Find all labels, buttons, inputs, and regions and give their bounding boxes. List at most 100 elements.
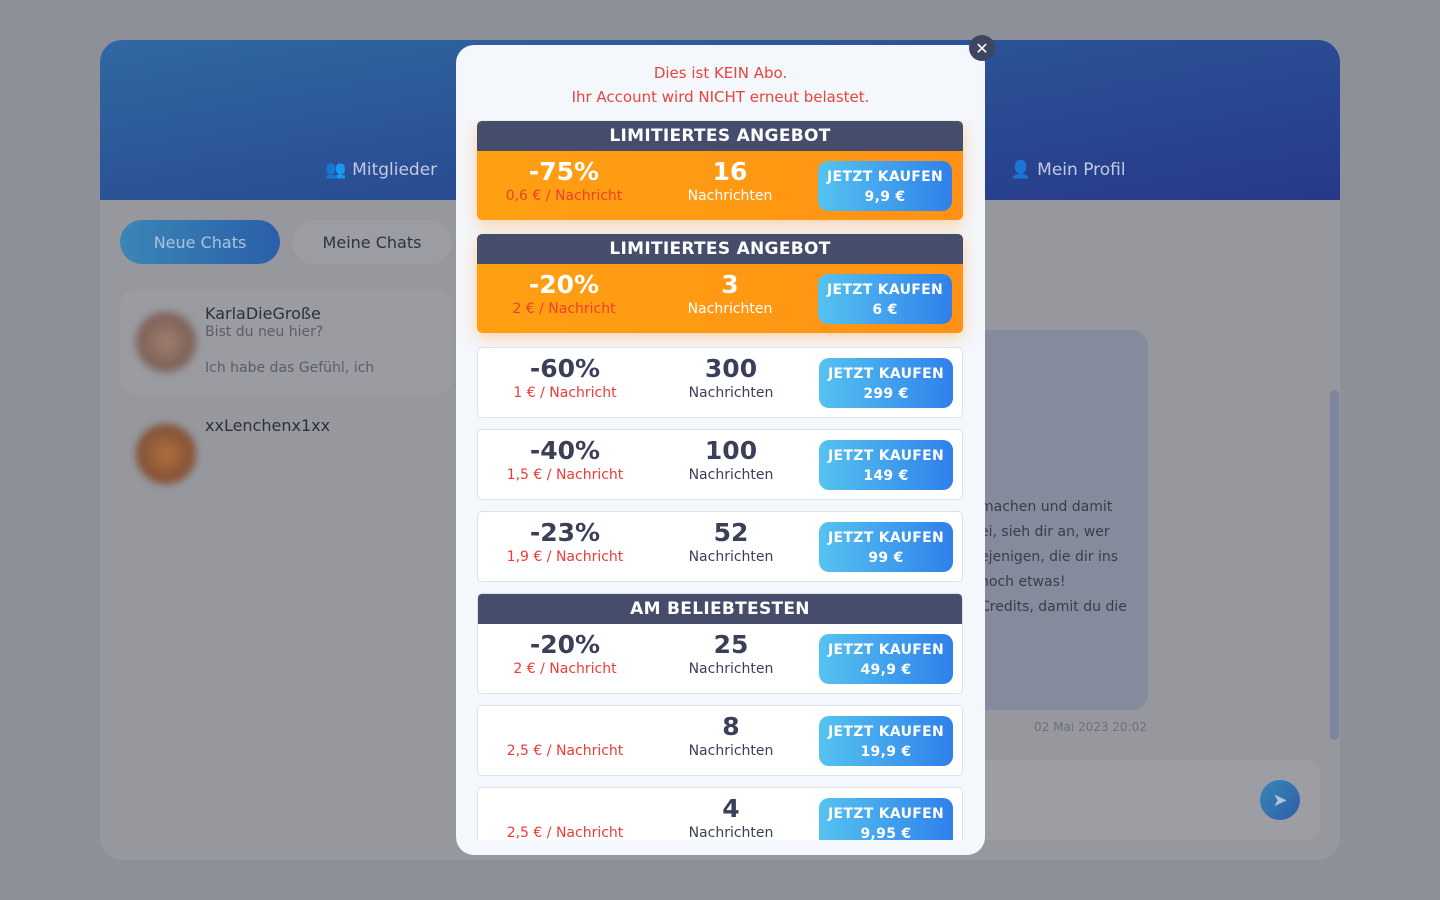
tab-new-chats[interactable]: Neue Chats xyxy=(120,220,280,264)
buy-button[interactable]: JETZT KAUFEN 99 € xyxy=(819,522,953,572)
nav-members-label: Mitglieder xyxy=(352,160,438,180)
buy-label: JETZT KAUFEN xyxy=(828,642,944,658)
offer-body: -60% 1 € / Nachricht 300 Nachrichten JET… xyxy=(478,348,962,417)
offer-badge: LIMITIERTES ANGEBOT xyxy=(477,234,963,264)
offer-count-label: Nachrichten xyxy=(687,188,773,204)
buy-button[interactable]: JETZT KAUFEN 49,9 € xyxy=(819,634,953,684)
offer-message-count: 25 xyxy=(713,630,749,659)
avatar xyxy=(136,312,196,372)
notice-line: Ihr Account wird NICHT erneut belastet. xyxy=(571,88,870,106)
offer-count-label: Nachrichten xyxy=(688,467,774,483)
offer-price-per-message: 0,6 € / Nachricht xyxy=(505,188,623,204)
buy-button[interactable]: JETZT KAUFEN 19,9 € xyxy=(819,716,953,766)
offer-discount: -60% xyxy=(529,354,601,383)
offer-card: 2,5 € / Nachricht 8 Nachrichten JETZT KA… xyxy=(477,705,963,776)
offer-message-count: 52 xyxy=(713,518,749,547)
offer-price-per-message: 2,5 € / Nachricht xyxy=(506,743,624,759)
offer-card: -40% 1,5 € / Nachricht 100 Nachrichten J… xyxy=(477,429,963,500)
offer-card: -23% 1,9 € / Nachricht 52 Nachrichten JE… xyxy=(477,511,963,582)
message-timestamp: 02 Mai 2023 20:02 xyxy=(1034,720,1147,734)
offer-message-count: 100 xyxy=(704,436,758,465)
buy-button[interactable]: JETZT KAUFEN 6 € xyxy=(818,274,952,324)
message-line: Credits, damit du die xyxy=(980,599,1127,615)
offer-message-count: 300 xyxy=(704,354,758,383)
buy-price: 9,9 € xyxy=(864,189,906,205)
offer-body: -20% 2 € / Nachricht 25 Nachrichten JETZ… xyxy=(478,624,962,693)
close-button[interactable]: ✕ xyxy=(969,35,995,61)
chat-name: xxLenchenx1xx xyxy=(205,416,331,435)
chat-item[interactable]: KarlaDieGroße Bist du neu hier? Ich habe… xyxy=(120,290,452,394)
offer-count-label: Nachrichten xyxy=(688,549,774,565)
buy-label: JETZT KAUFEN xyxy=(827,169,943,185)
send-button[interactable]: ➤ xyxy=(1260,780,1300,820)
buy-button[interactable]: JETZT KAUFEN 149 € xyxy=(819,440,953,490)
offer-count-label: Nachrichten xyxy=(688,743,774,759)
buy-label: JETZT KAUFEN xyxy=(828,724,944,740)
offer-discount: -20% xyxy=(529,630,601,659)
nav-members[interactable]: 👥 Mitglieder xyxy=(325,160,437,180)
offer-message-count: 3 xyxy=(721,270,739,299)
purchase-modal: Dies ist KEIN Abo. Ihr Account wird NICH… xyxy=(456,45,985,855)
offer-discount: -75% xyxy=(528,157,600,186)
buy-price: 299 € xyxy=(863,386,909,402)
offer-message-count: 8 xyxy=(722,712,740,741)
message-bubble xyxy=(960,330,1148,710)
offer-body: 2,5 € / Nachricht 8 Nachrichten JETZT KA… xyxy=(478,706,962,775)
offer-list[interactable]: LIMITIERTES ANGEBOT -75% 0,6 € / Nachric… xyxy=(456,120,985,840)
offer-body: -75% 0,6 € / Nachricht 16 Nachrichten JE… xyxy=(477,151,963,220)
message-line: noch etwas! xyxy=(980,574,1066,590)
offer-card: LIMITIERTES ANGEBOT -75% 0,6 € / Nachric… xyxy=(477,121,963,220)
tab-my-chats[interactable]: Meine Chats xyxy=(292,220,452,264)
offer-body: 2,5 € / Nachricht 4 Nachrichten JETZT KA… xyxy=(478,788,962,840)
nav-profile-label: Mein Profil xyxy=(1037,160,1126,180)
chat-preview: Bist du neu hier? xyxy=(205,324,324,340)
offer-body: -23% 1,9 € / Nachricht 52 Nachrichten JE… xyxy=(478,512,962,581)
buy-price: 99 € xyxy=(868,550,904,566)
avatar xyxy=(136,424,196,484)
offer-discount: -40% xyxy=(529,436,601,465)
buy-price: 49,9 € xyxy=(860,662,912,678)
offer-price-per-message: 2 € / Nachricht xyxy=(513,661,617,677)
buy-label: JETZT KAUFEN xyxy=(828,448,944,464)
offer-card: -60% 1 € / Nachricht 300 Nachrichten JET… xyxy=(477,347,963,418)
buy-button[interactable]: JETZT KAUFEN 9,95 € xyxy=(819,798,953,840)
offer-card: 2,5 € / Nachricht 4 Nachrichten JETZT KA… xyxy=(477,787,963,840)
message-text: machen und damit ei, sieh dir an, wer ej… xyxy=(980,495,1150,620)
offer-price-per-message: 1,5 € / Nachricht xyxy=(506,467,624,483)
buy-price: 9,95 € xyxy=(860,826,912,840)
offer-message-count: 4 xyxy=(722,794,740,823)
chat-item[interactable]: xxLenchenx1xx xyxy=(120,404,452,494)
scrollbar[interactable] xyxy=(1330,390,1339,740)
nav-profile[interactable]: 👤 Mein Profil xyxy=(1010,160,1126,180)
buy-button[interactable]: JETZT KAUFEN 9,9 € xyxy=(818,161,952,211)
close-icon: ✕ xyxy=(975,38,989,58)
message-line: ejenigen, die dir ins xyxy=(980,549,1119,565)
offer-price-per-message: 1,9 € / Nachricht xyxy=(506,549,624,565)
offer-count-label: Nachrichten xyxy=(688,661,774,677)
offer-price-per-message: 2 € / Nachricht xyxy=(512,301,616,317)
offer-count-label: Nachrichten xyxy=(688,385,774,401)
buy-button[interactable]: JETZT KAUFEN 299 € xyxy=(819,358,953,408)
chat-preview: Ich habe das Gefühl, ich xyxy=(205,360,375,376)
offer-badge: LIMITIERTES ANGEBOT xyxy=(477,121,963,151)
buy-price: 19,9 € xyxy=(860,744,912,760)
offer-body: -40% 1,5 € / Nachricht 100 Nachrichten J… xyxy=(478,430,962,499)
offer-count-label: Nachrichten xyxy=(687,301,773,317)
buy-label: JETZT KAUFEN xyxy=(828,530,944,546)
offer-discount: -23% xyxy=(529,518,601,547)
offer-price-per-message: 1 € / Nachricht xyxy=(513,385,617,401)
user-icon: 👤 xyxy=(1010,160,1032,180)
buy-label: JETZT KAUFEN xyxy=(827,282,943,298)
offer-message-count: 16 xyxy=(712,157,748,186)
offer-card: AM BELIEBTESTEN -20% 2 € / Nachricht 25 … xyxy=(477,593,963,694)
buy-price: 6 € xyxy=(872,302,898,318)
notice-line: Dies ist KEIN Abo. xyxy=(653,64,788,82)
offer-count-label: Nachrichten xyxy=(688,825,774,840)
users-icon: 👥 xyxy=(325,160,347,180)
offer-price-per-message: 2,5 € / Nachricht xyxy=(506,825,624,840)
offer-body: -20% 2 € / Nachricht 3 Nachrichten JETZT… xyxy=(477,264,963,333)
offer-card: LIMITIERTES ANGEBOT -20% 2 € / Nachricht… xyxy=(477,234,963,333)
offer-badge: AM BELIEBTESTEN xyxy=(478,594,962,624)
buy-label: JETZT KAUFEN xyxy=(828,366,944,382)
buy-price: 149 € xyxy=(863,468,909,484)
